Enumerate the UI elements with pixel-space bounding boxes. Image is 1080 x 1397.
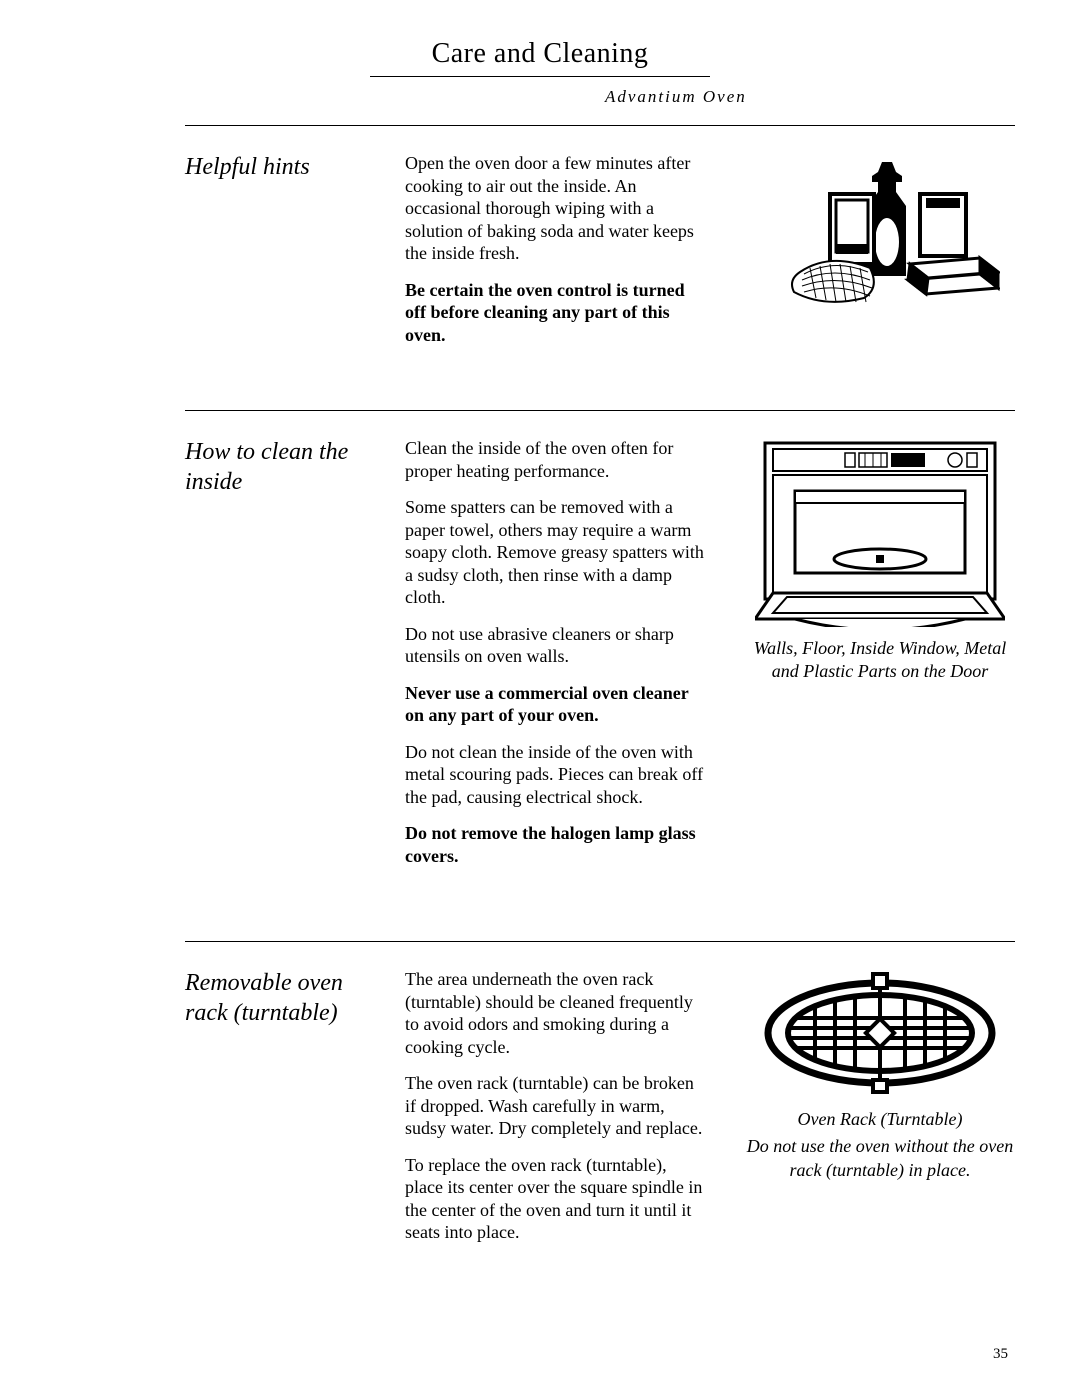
paragraph-bold: Do not remove the halogen lamp glass cov… (405, 822, 705, 867)
image-caption-2: Do not use the oven without the oven rac… (745, 1135, 1015, 1182)
illustration-col (745, 152, 1015, 312)
paragraph: Clean the inside of the oven often for p… (405, 437, 705, 482)
page-header: Care and Cleaning Advantium Oven (65, 38, 1015, 107)
paragraph: Some spatters can be removed with a pape… (405, 496, 705, 609)
body-text: Clean the inside of the oven often for p… (405, 437, 705, 881)
side-heading: How to clean the inside (185, 437, 365, 497)
body-text: The area underneath the oven rack (turnt… (405, 968, 705, 1258)
illustration-col: Walls, Floor, Inside Window, Metal and P… (745, 437, 1015, 684)
section-rule (185, 125, 1015, 126)
page-subtitle: Advantium Oven (65, 87, 1015, 107)
section-rule (185, 941, 1015, 942)
oven-front-icon (755, 437, 1005, 627)
page-title: Care and Cleaning (65, 38, 1015, 70)
image-caption: Oven Rack (Turntable) (745, 1108, 1015, 1131)
section-rule (185, 410, 1015, 411)
side-heading: Removable oven rack (turntable) (185, 968, 365, 1028)
paragraph: Open the oven door a few minutes after c… (405, 152, 705, 265)
turntable-icon (755, 968, 1005, 1098)
paragraph: The oven rack (turntable) can be broken … (405, 1072, 705, 1140)
section-helpful-hints: Helpful hints Open the oven door a few m… (185, 152, 1015, 360)
paragraph: The area underneath the oven rack (turnt… (405, 968, 705, 1058)
illustration-col: Oven Rack (Turntable) Do not use the ove… (745, 968, 1015, 1182)
paragraph-bold: Never use a commercial oven cleaner on a… (405, 682, 705, 727)
section-clean-inside: How to clean the inside Clean the inside… (185, 437, 1015, 881)
page-number: 35 (993, 1346, 1008, 1363)
paragraph: To replace the oven rack (turntable), pl… (405, 1154, 705, 1244)
paragraph-bold: Be certain the oven control is turned of… (405, 279, 705, 347)
section-turntable: Removable oven rack (turntable) The area… (185, 968, 1015, 1258)
side-heading: Helpful hints (185, 152, 365, 182)
content-area: Helpful hints Open the oven door a few m… (65, 125, 1015, 1258)
cleaning-supplies-icon (760, 152, 1000, 312)
image-caption: Walls, Floor, Inside Window, Metal and P… (745, 637, 1015, 684)
paragraph: Do not clean the inside of the oven with… (405, 741, 705, 809)
paragraph: Do not use abrasive cleaners or sharp ut… (405, 623, 705, 668)
title-rule (370, 76, 710, 77)
body-text: Open the oven door a few minutes after c… (405, 152, 705, 360)
